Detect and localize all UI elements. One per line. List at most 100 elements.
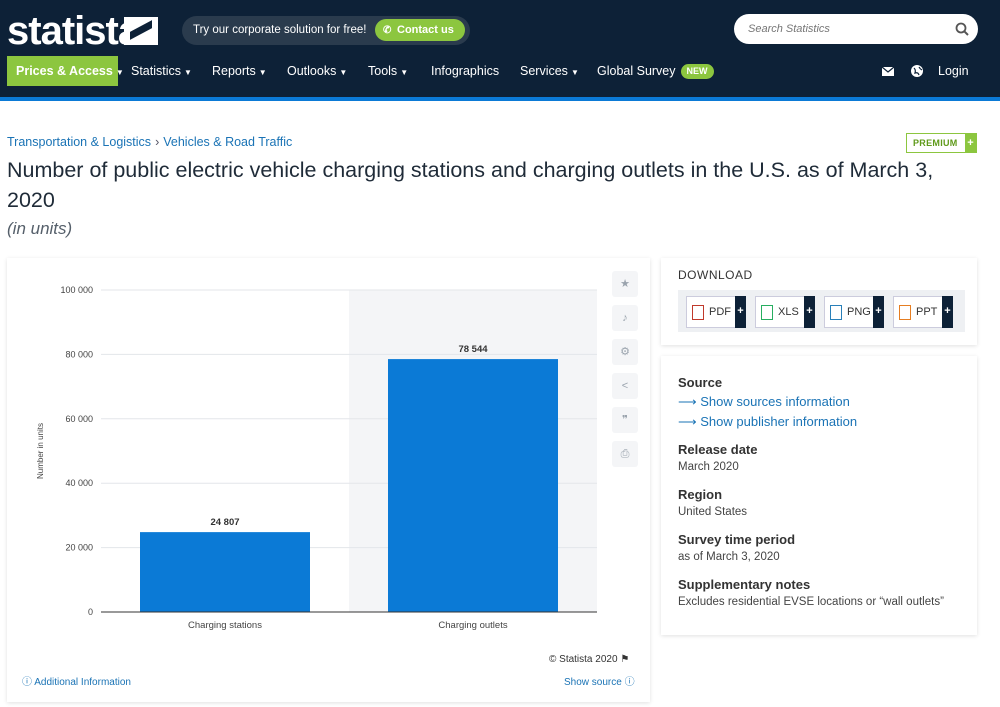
download-format-label: PDF [709,306,731,318]
download-format-label: PPT [916,306,938,318]
statistic-info-card: Source ⟶ Show sources information ⟶ Show… [661,356,977,635]
show-source-link[interactable]: Show source ⓘ [564,673,635,688]
nav-label: Infographics [431,64,500,78]
download-title: DOWNLOAD [678,268,753,282]
mail-icon[interactable] [881,64,895,78]
contact-us-label: Contact us [397,24,454,36]
bar [140,532,310,612]
search-input[interactable] [748,21,938,37]
nav-label: Reports [212,64,256,78]
show-publisher-label: Show publisher information [700,414,858,429]
download-format-label: PNG [847,306,871,318]
download-ppt-button[interactable]: PPT + [893,296,953,328]
flag-icon: ⚑ [620,654,630,665]
nav-services[interactable]: Services ▼ [520,56,579,86]
plus-icon: + [735,296,746,328]
page-title: Number of public electric vehicle chargi… [7,158,934,212]
search-icon[interactable] [955,22,969,36]
login-link[interactable]: Login [938,64,969,78]
nav-prices-access[interactable]: Prices & Access ▼ [7,56,124,86]
y-tick-label: 40 000 [65,478,93,488]
notification-button[interactable]: ♪ [612,305,638,331]
survey-period-value: as of March 3, 2020 [678,551,780,563]
copyright-text: © Statista 2020 [549,654,618,665]
nav-statistics[interactable]: Statistics ▼ [131,56,192,86]
nav-label: Outlooks [287,64,337,78]
contact-us-button[interactable]: ✆ Contact us [375,19,465,41]
main-nav: Prices & Access ▼ Statistics ▼ Reports ▼ Ou… [0,56,1000,86]
caret-down-icon: ▼ [258,68,267,77]
data-label: 24 807 [210,517,239,528]
share-button[interactable]: < [612,373,638,399]
breadcrumb-item[interactable]: Vehicles & Road Traffic [163,135,293,149]
chart-copyright: © Statista 2020 ⚑ [549,654,629,665]
plus-icon: + [942,296,953,328]
plus-icon: + [804,296,815,328]
plus-icon: + [965,134,976,152]
print-button[interactable]: ⎙ [612,441,638,467]
nav-reports[interactable]: Reports ▼ [212,56,267,86]
share-icon: < [621,380,629,392]
bar-chart: 0 20 000 40 000 60 000 80 000 100 000 Number i… [36,285,597,631]
nav-label: Global Survey [597,64,676,78]
caret-down-icon: ▼ [115,68,124,77]
source-label: Source [678,375,723,390]
search-box [734,14,978,44]
y-tick-label: 0 [88,607,93,617]
nav-global-survey[interactable]: Global Survey NEW [597,56,714,86]
info-icon: ⓘ [621,677,635,688]
breadcrumb-separator: › [155,135,160,149]
star-icon: ★ [620,278,630,290]
y-tick-label: 100 000 [60,285,93,295]
page-subtitle: (in units) [7,219,73,238]
show-publisher-link[interactable]: ⟶ Show publisher information [678,414,857,430]
nav-infographics[interactable]: Infographics [431,56,499,86]
settings-button[interactable]: ⚙ [612,339,638,365]
caret-down-icon: ▼ [570,68,579,77]
cite-button[interactable]: ❞ [612,407,638,433]
download-format-label: XLS [778,306,799,318]
premium-badge[interactable]: PREMIUM + [906,133,977,153]
supplementary-notes-value: Excludes residential EVSE locations or “… [678,596,944,608]
download-pdf-button[interactable]: PDF + [686,296,746,328]
breadcrumb: Transportation & Logistics › Vehicles & Ro… [7,135,292,149]
plus-icon: + [873,296,884,328]
statista-logo[interactable]: statista [7,9,140,53]
nav-label: Statistics [131,64,182,78]
region-label: Region [678,487,723,502]
download-png-button[interactable]: PNG + [824,296,884,328]
info-icon: ⓘ [22,677,35,688]
release-date-value: March 2020 [678,461,739,473]
promo-banner: Try our corporate solution for free! ✆ Co… [182,16,470,45]
caret-down-icon: ▼ [400,68,409,77]
statista-logo-icon[interactable] [124,17,158,45]
download-card: DOWNLOAD PDF + XLS + PNG + PPT + [661,258,977,345]
breadcrumb-item[interactable]: Transportation & Logistics [7,135,152,149]
phone-icon: ✆ [383,25,392,36]
show-sources-link[interactable]: ⟶ Show sources information [678,394,850,410]
new-badge: NEW [680,64,714,80]
chart-card: 0 20 000 40 000 60 000 80 000 100 000 Number i… [7,258,650,702]
print-icon: ⎙ [620,448,630,460]
download-xls-button[interactable]: XLS + [755,296,815,328]
show-sources-label: Show sources information [700,394,850,409]
globe-icon[interactable] [910,64,924,78]
nav-tools[interactable]: Tools ▼ [368,56,408,86]
premium-label: PREMIUM [913,138,958,148]
additional-information-link[interactable]: ⓘ Additional Information [22,673,131,688]
favorite-button[interactable]: ★ [612,271,638,297]
nav-label: Services [520,64,568,78]
release-date-label: Release date [678,442,758,457]
download-buttons: PDF + XLS + PNG + PPT + [678,290,965,332]
nav-outlooks[interactable]: Outlooks ▼ [287,56,347,86]
gear-icon: ⚙ [620,346,630,358]
additional-information-label: Additional Information [34,677,131,688]
png-file-icon [830,305,842,320]
y-tick-label: 60 000 [65,414,93,424]
site-header: statista Try our corporate solution for … [0,0,1000,101]
caret-down-icon: ▼ [184,68,192,77]
nav-label: Tools [368,64,398,78]
promo-text: Try our corporate solution for free! [193,24,367,36]
survey-period-label: Survey time period [678,532,796,547]
y-tick-label: 80 000 [65,349,93,359]
